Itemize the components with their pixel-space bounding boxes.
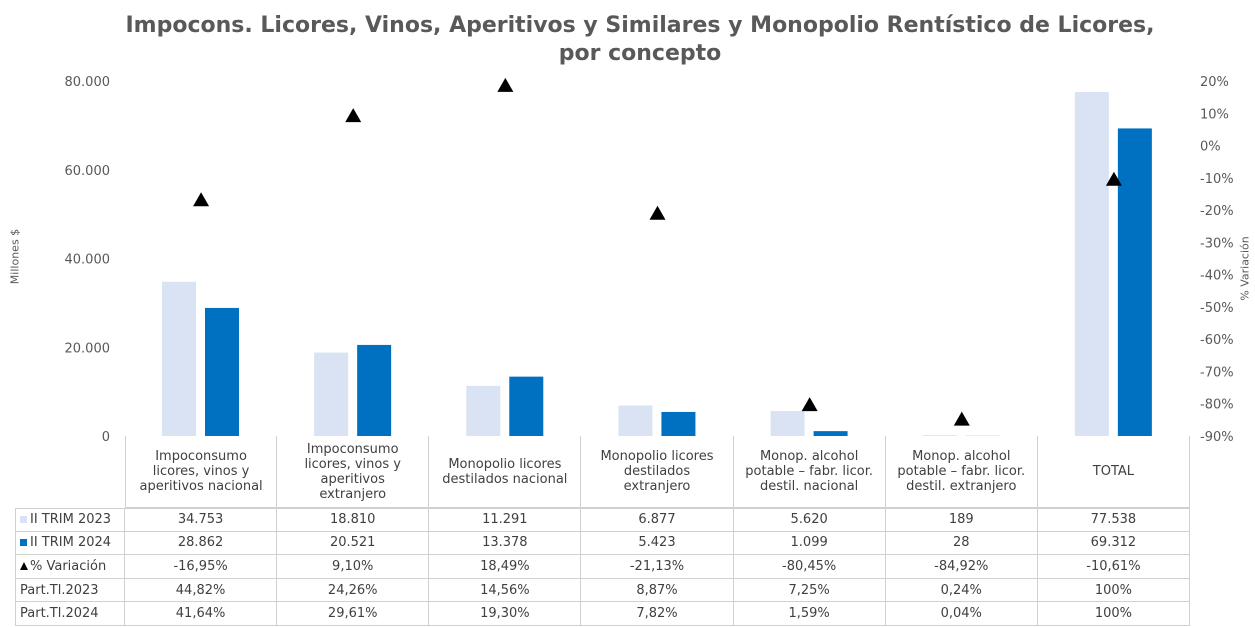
marker [193,192,210,207]
table-cell: 28.862 [125,531,278,556]
legend-key [20,539,27,547]
bar [1117,128,1152,437]
table-cell: 8,87% [581,578,734,603]
y2-tick-label: -40% [1200,269,1234,284]
row-header: Part.Tl.2024 [15,602,125,626]
y2-tick-label: -20% [1200,204,1234,219]
category-label: Monopolio licores destilados extranjero [581,436,734,508]
bar [618,405,653,436]
table-cell: 29,61% [277,602,430,626]
row-label: Part.Tl.2024 [20,606,99,622]
marker [801,397,818,412]
marker [649,205,666,220]
category-label: Monop. alcohol potable – fabr. licor. de… [733,436,886,508]
table-cell: 5.423 [581,531,734,556]
legend-label: II TRIM 2023 [30,512,112,528]
y2-tick-label: -50% [1200,301,1234,316]
bar [205,307,239,436]
row-header: II TRIM 2024 [15,531,125,556]
bar [466,385,501,436]
table-cell: 189 [885,508,1038,532]
y2-tick-label: -90% [1200,430,1234,445]
category-label: Impoconsumo licores, vinos y aperitivos … [277,436,430,508]
bar [357,344,392,436]
table-cell: 41,64% [125,602,278,626]
table-cell: 18.810 [277,508,430,532]
y-tick-label: 60.000 [65,164,111,179]
table-cell: 34.753 [125,508,278,532]
table-cell: 9,10% [277,555,430,579]
legend-key [20,562,28,571]
y2-tick-label: 20% [1200,75,1229,90]
marker [497,77,514,92]
y2-tick-label: -10% [1200,172,1234,187]
category-label: Monopolio licores destilados nacional [429,436,582,508]
table-cell: 1.099 [733,531,886,556]
bar [770,411,805,436]
y-tick-label: 80.000 [65,75,111,90]
y-axis-title: Millones $ [8,228,22,285]
table-cell: 100% [1037,578,1190,603]
y2-tick-label: 0% [1200,140,1221,155]
table-cell: -84,92% [885,555,1038,579]
y2-tick-label: -60% [1200,333,1234,348]
table-cell: 5.620 [733,508,886,532]
legend-label: II TRIM 2024 [30,535,112,551]
row-header: % Variación [15,555,125,579]
table-cell: 69.312 [1037,531,1190,556]
table-cell: -16,95% [125,555,278,579]
bar [661,411,696,436]
category-label: Monop. alcohol potable – fabr. licor. de… [885,436,1038,508]
table-cell: 6.877 [581,508,734,532]
row-header: Part.Tl.2023 [15,578,125,603]
table-cell: 13.378 [429,531,582,556]
table-cell: 24,26% [277,578,430,603]
table-cell: 20.521 [277,531,430,556]
legend-label: % Variación [30,558,107,574]
table-cell: -10,61% [1037,555,1190,579]
y-tick-label: 40.000 [65,253,111,268]
legend-key [20,516,27,524]
bar [509,376,544,436]
y2-tick-label: 10% [1200,107,1229,122]
category-label: Impoconsumo licores, vinos y aperitivos … [125,436,278,508]
table-cell: 19,30% [429,602,582,626]
table-cell: 18,49% [429,555,582,579]
marker [953,411,970,426]
chart-title: Impocons. Licores, Vinos, Aperitivos y S… [125,13,1155,66]
table-cell: 28 [885,531,1038,556]
row-header: II TRIM 2023 [15,508,125,532]
table-cell: 0,04% [885,602,1038,626]
bar [162,281,196,436]
table-cell: 100% [1037,602,1190,626]
table-cell: 0,24% [885,578,1038,603]
y-tick-label: 20.000 [65,341,111,356]
table-cell: 7,25% [733,578,886,603]
table-cell: 1,59% [733,602,886,626]
y2-tick-label: -30% [1200,236,1234,251]
category-label: TOTAL [1037,436,1190,508]
table-cell: 7,82% [581,602,734,626]
bar [314,352,349,436]
y-tick-label: 0 [102,430,110,445]
y2-tick-label: -80% [1200,398,1234,413]
table-cell: -21,13% [581,555,734,579]
table-cell: 44,82% [125,578,278,603]
y2-axis-title: % Variación [1238,236,1252,301]
bar [813,431,848,436]
marker [1105,171,1122,186]
marker [345,108,362,123]
bar [1074,91,1109,437]
table-cell: -80,45% [733,555,886,579]
table-cell: 11.291 [429,508,582,532]
table-cell: 14,56% [429,578,582,603]
table-cell: 77.538 [1037,508,1190,532]
bar [922,435,957,436]
y2-tick-label: -70% [1200,365,1234,380]
row-label: Part.Tl.2023 [20,582,99,598]
